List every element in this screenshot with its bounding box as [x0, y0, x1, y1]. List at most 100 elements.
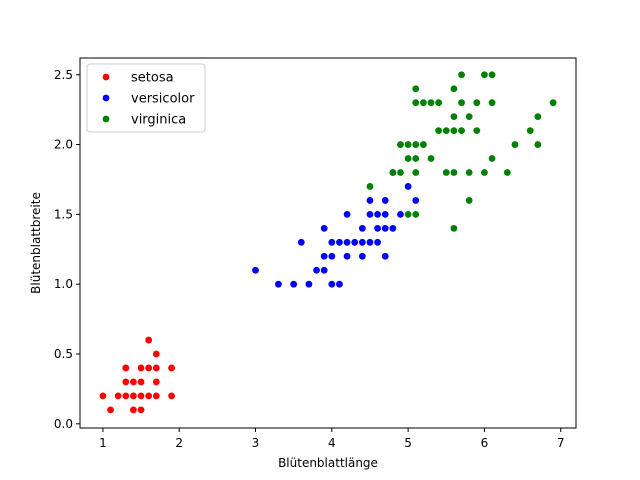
x-tick-label: 2 [175, 436, 183, 450]
data-point [381, 252, 389, 260]
data-point [465, 113, 473, 121]
data-point [488, 155, 496, 162]
x-tick-label: 3 [252, 436, 260, 450]
data-point [145, 364, 153, 372]
plot-frame [79, 57, 577, 429]
data-point [435, 99, 443, 107]
legend: setosa versicolor virginica [86, 63, 206, 133]
data-point [343, 210, 351, 218]
data-point [412, 197, 420, 204]
data-point [404, 155, 412, 162]
legend-marker [102, 115, 110, 123]
y-axis-ticks: 0.0 0.5 1.0 1.5 2.0 2.5 [54, 68, 80, 431]
data-point [152, 364, 160, 372]
data-point [503, 169, 511, 176]
data-point [122, 364, 130, 372]
data-point [137, 364, 145, 372]
data-point [305, 280, 313, 288]
data-point [481, 71, 488, 79]
x-tick-label: 6 [481, 436, 489, 450]
data-point [442, 127, 450, 134]
x-axis-ticks: 1 2 3 4 5 6 7 [99, 428, 565, 450]
data-point [275, 280, 282, 288]
data-point [114, 392, 122, 400]
data-point [419, 99, 427, 107]
data-point [458, 99, 465, 107]
data-point [122, 378, 130, 386]
data-point [450, 113, 458, 121]
data-point [336, 280, 343, 288]
y-tick-label: 1.5 [54, 207, 73, 221]
data-point [320, 266, 328, 274]
data-point [458, 127, 465, 134]
data-point [427, 155, 435, 162]
data-point [450, 224, 458, 232]
x-tick-label: 5 [404, 436, 412, 450]
data-point [99, 392, 107, 400]
data-point [366, 238, 374, 246]
legend-marker [102, 94, 110, 102]
data-point [328, 280, 336, 288]
data-point [412, 210, 420, 218]
data-point [366, 183, 374, 190]
data-point [145, 336, 153, 344]
data-point [320, 252, 328, 260]
legend-marker [102, 73, 110, 81]
data-point [473, 99, 481, 107]
data-point [107, 406, 114, 414]
data-point [473, 127, 481, 134]
x-tick-label: 1 [99, 436, 107, 450]
x-tick-label: 4 [328, 436, 336, 450]
data-point [465, 169, 473, 176]
data-point [137, 406, 145, 414]
data-point [381, 197, 389, 204]
data-point [358, 238, 366, 246]
data-point [358, 224, 366, 232]
data-point [130, 392, 137, 400]
data-point [152, 378, 160, 386]
data-point [442, 169, 450, 176]
data-point [397, 141, 404, 148]
legend-label: versicolor [131, 92, 195, 107]
legend-label: virginica [131, 113, 186, 128]
data-point [488, 99, 496, 107]
data-point [389, 169, 397, 176]
data-point [152, 350, 160, 358]
data-point [168, 364, 175, 372]
data-point [343, 238, 351, 246]
data-point [534, 113, 542, 121]
y-tick-label: 0.5 [54, 347, 73, 361]
data-point [465, 197, 473, 204]
x-tick-label: 7 [557, 436, 565, 450]
data-point [534, 141, 542, 148]
data-point [336, 238, 343, 246]
data-point [252, 266, 259, 274]
data-point [404, 210, 412, 218]
data-point [351, 238, 359, 246]
data-point [419, 141, 427, 148]
data-point [137, 392, 145, 400]
data-marks [99, 71, 557, 414]
data-point [168, 392, 175, 400]
data-point [412, 99, 420, 107]
series-setosa [99, 336, 175, 414]
data-point [152, 392, 160, 400]
data-point [435, 127, 443, 134]
y-tick-label: 2.0 [54, 138, 73, 152]
data-point [389, 224, 397, 232]
data-point [397, 210, 404, 218]
data-point [290, 280, 298, 288]
data-point [130, 378, 137, 386]
data-point [488, 71, 496, 79]
data-point [458, 71, 465, 79]
data-point [450, 169, 458, 176]
data-point [313, 266, 320, 274]
data-point [381, 224, 389, 232]
x-axis-label: Blütenblattlänge [278, 456, 378, 470]
data-point [297, 238, 305, 246]
y-tick-label: 0.0 [54, 417, 73, 431]
data-point [328, 238, 336, 246]
data-point [404, 141, 412, 148]
series-versicolor [252, 169, 420, 288]
data-point [450, 127, 458, 134]
